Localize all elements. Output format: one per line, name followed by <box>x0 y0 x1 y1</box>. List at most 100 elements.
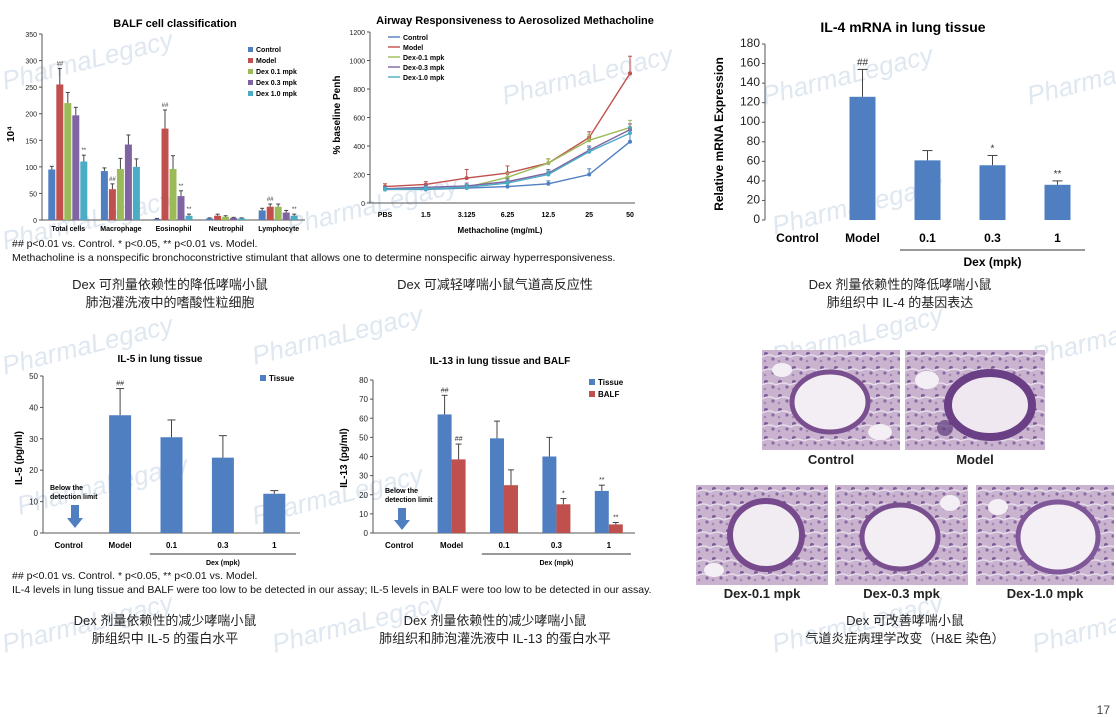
x-tick-label: 1 <box>272 541 277 550</box>
bar <box>80 161 88 220</box>
x-tick-label: Eosinophil <box>156 226 192 233</box>
caption-balf: Dex 可剂量依赖性的降低哮喘小鼠 肺泡灌洗液中的嗜酸性粒细胞 <box>30 276 310 312</box>
data-point <box>587 149 592 154</box>
caption-il5: Dex 剂量依赖性的减少哮喘小鼠 肺组织中 IL-5 的蛋白水平 <box>30 612 300 648</box>
significance-marker: ## <box>455 436 463 443</box>
significance-marker: ## <box>162 103 169 109</box>
bar <box>542 456 557 533</box>
bar <box>594 490 609 533</box>
caption-line: 气道炎症病理学改变（H&E 染色） <box>805 631 1005 646</box>
legend-swatch <box>248 47 253 52</box>
significance-marker: ## <box>857 57 869 68</box>
x-tick-label: 0.1 <box>498 541 510 550</box>
data-point <box>505 184 510 189</box>
data-point <box>464 185 469 190</box>
caption-line: Dex 可减轻哮喘小鼠气道高反应性 <box>397 277 593 292</box>
chart-title: IL-4 mRNA in lung tissue <box>820 19 985 35</box>
il4-chart: IL-4 mRNA in lung tissue Relative mRNA Ex… <box>712 19 1085 269</box>
histology-label: Model <box>956 452 994 467</box>
bar <box>48 169 56 220</box>
legend-label: Dex 1.0 mpk <box>256 91 297 98</box>
caption-line: 肺组织中 IL-4 的基因表达 <box>826 295 974 310</box>
histology-image-dex01 <box>696 485 828 585</box>
data-point <box>587 172 592 177</box>
legend-label: Dex-0.3 mpk <box>403 65 444 72</box>
bar <box>608 524 623 533</box>
legend-label: Dex-0.1 mpk <box>403 55 444 62</box>
x-axis-label: Dex (mpk) <box>539 560 573 567</box>
y-tick-label: 600 <box>353 116 365 123</box>
significance-marker: * <box>991 143 995 154</box>
caption-line: 肺泡灌洗液中的嗜酸性粒细胞 <box>85 295 255 310</box>
significance-marker: ## <box>116 381 124 388</box>
x-tick-label: 12.5 <box>542 212 556 219</box>
significance-marker: ** <box>187 207 192 213</box>
x-tick-label: Macrophage <box>100 226 141 233</box>
y-tick-label: 0 <box>33 218 37 225</box>
chart-title: IL-5 in lung tissue <box>117 354 202 365</box>
x-tick-label: 3.125 <box>458 212 476 219</box>
y-tick-label: 200 <box>25 112 37 119</box>
caption-line: Dex 剂量依赖性的减少哮喘小鼠 <box>403 613 587 628</box>
data-point <box>546 181 551 186</box>
x-tick-label: Control <box>385 541 413 550</box>
caption-line: Dex 剂量依赖性的减少哮喘小鼠 <box>73 613 257 628</box>
y-tick-label: 30 <box>359 472 368 481</box>
y-tick-label: 140 <box>740 75 760 89</box>
bar <box>206 218 214 220</box>
down-arrow-icon <box>394 508 410 530</box>
legend-swatch <box>589 379 595 385</box>
x-axis-label: Methacholine (mg/mL) <box>458 226 543 235</box>
caption-airway: Dex 可减轻哮喘小鼠气道高反应性 <box>345 276 645 294</box>
legend-swatch <box>260 375 266 381</box>
bar <box>437 414 452 533</box>
bar <box>108 189 116 220</box>
x-tick-label: 50 <box>626 212 634 219</box>
y-tick-label: 350 <box>25 32 37 39</box>
bar <box>177 196 185 220</box>
y-tick-label: 200 <box>353 173 365 180</box>
bar <box>109 415 132 533</box>
y-tick-label: 180 <box>740 36 760 50</box>
histology-image-dex03 <box>835 485 968 585</box>
y-axis-label: % baseline Penh <box>332 76 343 155</box>
legend-swatch <box>589 391 595 397</box>
caption-histology: Dex 可改善哮喘小鼠 气道炎症病理学改变（H&E 染色） <box>760 612 1050 648</box>
significance-marker: ** <box>292 207 297 213</box>
legend-label: Model <box>256 58 276 65</box>
x-tick-label: Total cells <box>51 226 85 233</box>
legend-swatch <box>248 91 253 96</box>
significance-note-top: ## p<0.01 vs. Control. * p<0.05, ** p<0.… <box>12 238 258 250</box>
x-tick-label: 0.1 <box>919 231 936 245</box>
x-tick-label: Model <box>845 231 880 245</box>
significance-marker: * <box>562 491 565 498</box>
bar <box>64 103 72 220</box>
histology-label: Dex-0.1 mpk <box>723 586 801 601</box>
caption-line: Dex 剂量依赖性的降低哮喘小鼠 <box>808 277 992 292</box>
bar <box>222 216 230 220</box>
bar <box>849 96 876 220</box>
x-tick-label: 6.25 <box>501 212 515 219</box>
y-tick-label: 1000 <box>349 59 365 66</box>
bar <box>169 168 177 220</box>
x-tick-label: 0.3 <box>551 541 563 550</box>
y-tick-label: 20 <box>747 192 761 206</box>
data-point <box>628 139 632 144</box>
y-tick-label: 40 <box>29 403 38 412</box>
x-tick-label: PBS <box>378 212 393 219</box>
chart-title: Airway Responsiveness to Aerosolized Met… <box>376 15 654 27</box>
chart-title: IL-13 in lung tissue and BALF <box>430 356 571 367</box>
y-tick-label: 20 <box>29 466 38 475</box>
il13-chart: IL-13 in lung tissue and BALF IL-13 (pg/m… <box>339 356 635 567</box>
bar <box>504 485 518 533</box>
legend-label: BALF <box>598 390 619 399</box>
bar <box>185 215 193 220</box>
legend-label: Model <box>403 45 423 52</box>
detection-limit-note: detection limit <box>385 497 433 504</box>
methacholine-note: Methacholine is a nonspecific bronchocon… <box>12 252 616 264</box>
caption-line: 肺组织中 IL-5 的蛋白水平 <box>91 631 239 646</box>
significance-marker: ** <box>1054 169 1062 180</box>
y-axis-label: IL-13 (pg/ml) <box>339 428 350 487</box>
bar <box>116 168 124 220</box>
y-tick-label: 10 <box>359 510 368 519</box>
